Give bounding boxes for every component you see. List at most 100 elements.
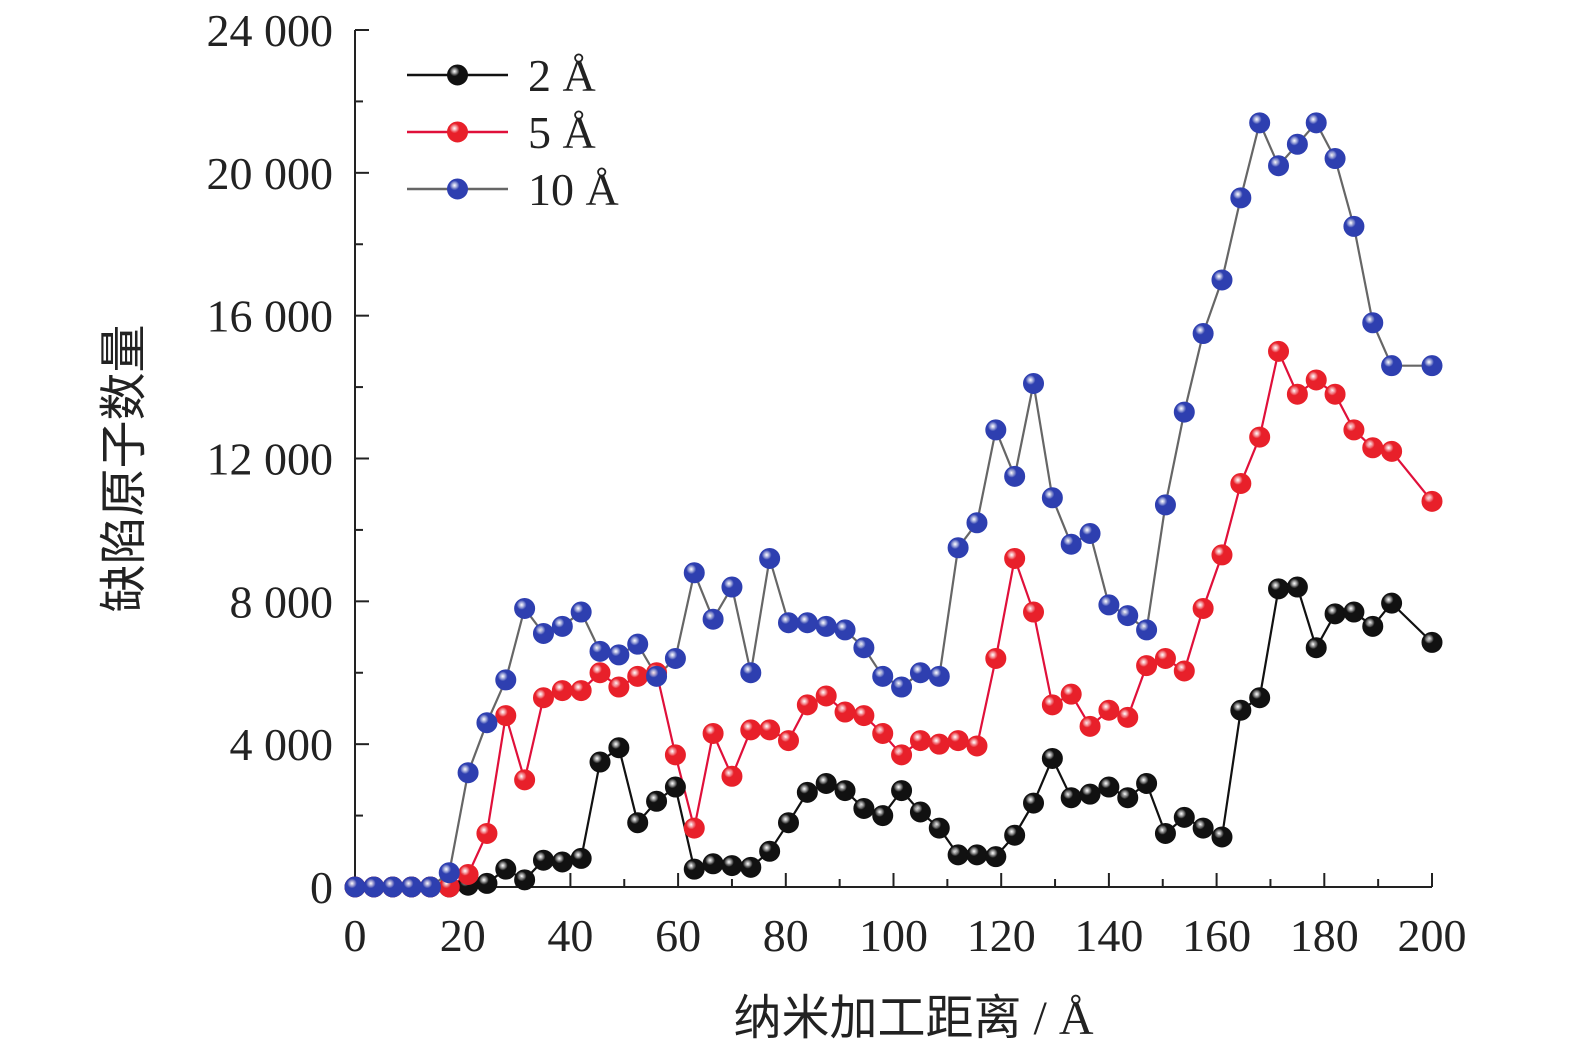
legend-label: 5 Å xyxy=(528,107,596,158)
data-point xyxy=(608,676,630,698)
legend: 2 Å 5 Å 10 Å xyxy=(407,50,619,215)
data-point xyxy=(1041,694,1063,716)
data-point xyxy=(966,735,988,757)
data-point xyxy=(1023,792,1045,814)
data-point xyxy=(363,876,385,898)
x-tick-label: 160 xyxy=(1182,910,1251,961)
data-point xyxy=(1079,522,1101,544)
data-point xyxy=(1230,699,1252,721)
data-point xyxy=(627,665,649,687)
legend-marker xyxy=(447,64,468,86)
data-point xyxy=(1230,472,1252,494)
data-point xyxy=(514,597,536,619)
series-points xyxy=(344,112,1443,898)
data-point xyxy=(1211,544,1233,566)
data-point xyxy=(947,537,969,559)
data-point xyxy=(702,853,724,875)
x-tick-label: 60 xyxy=(655,910,701,961)
data-point xyxy=(872,805,894,827)
data-point xyxy=(759,840,781,862)
data-point xyxy=(721,855,743,877)
data-point xyxy=(796,694,818,716)
data-point xyxy=(1173,806,1195,828)
data-point xyxy=(834,780,856,802)
data-point xyxy=(1173,660,1195,682)
data-point xyxy=(476,822,498,844)
data-point xyxy=(1249,687,1271,709)
data-point xyxy=(608,644,630,666)
data-point xyxy=(759,547,781,569)
y-tick-label: 8 000 xyxy=(230,576,334,627)
data-point xyxy=(1098,594,1120,616)
data-point xyxy=(1362,615,1384,637)
data-point xyxy=(1305,637,1327,659)
data-point xyxy=(1023,601,1045,623)
data-point xyxy=(1381,355,1403,377)
data-point xyxy=(1060,533,1082,555)
data-point xyxy=(740,662,762,684)
data-point xyxy=(457,864,479,886)
data-point xyxy=(853,637,875,659)
data-point xyxy=(759,719,781,741)
data-point xyxy=(834,701,856,723)
data-point xyxy=(721,576,743,598)
data-point xyxy=(551,851,573,873)
y-tick-label: 20 000 xyxy=(207,148,334,199)
data-point xyxy=(1286,133,1308,155)
data-point xyxy=(1286,383,1308,405)
data-point xyxy=(966,512,988,534)
data-point xyxy=(985,419,1007,441)
data-point xyxy=(1362,437,1384,459)
data-point xyxy=(514,769,536,791)
data-point xyxy=(1324,383,1346,405)
data-point xyxy=(796,781,818,803)
data-point xyxy=(947,844,969,866)
data-point xyxy=(1211,826,1233,848)
data-point xyxy=(891,780,913,802)
data-point xyxy=(570,847,592,869)
data-point xyxy=(1381,592,1403,614)
data-point xyxy=(514,869,536,891)
data-point xyxy=(1249,112,1271,134)
data-point xyxy=(1192,817,1214,839)
data-point xyxy=(1060,787,1082,809)
data-point xyxy=(1343,215,1365,237)
data-point xyxy=(532,849,554,871)
data-point xyxy=(853,797,875,819)
legend-marker xyxy=(447,121,468,143)
data-point xyxy=(1305,369,1327,391)
data-point xyxy=(1079,783,1101,805)
data-point xyxy=(1154,822,1176,844)
data-point xyxy=(664,744,686,766)
x-tick-label: 0 xyxy=(344,910,367,961)
data-point xyxy=(1060,683,1082,705)
data-point xyxy=(683,817,705,839)
data-point xyxy=(1268,155,1290,177)
data-point xyxy=(344,876,366,898)
data-point xyxy=(495,669,517,691)
y-tick-label: 12 000 xyxy=(207,434,334,485)
data-point xyxy=(1249,426,1271,448)
data-point xyxy=(853,705,875,727)
legend-label: 10 Å xyxy=(528,164,619,215)
data-point xyxy=(608,737,630,759)
data-point xyxy=(532,622,554,644)
data-point xyxy=(1041,747,1063,769)
data-point xyxy=(1421,631,1443,653)
data-point xyxy=(1381,440,1403,462)
data-point xyxy=(909,662,931,684)
data-point xyxy=(532,687,554,709)
data-point xyxy=(815,772,837,794)
data-point xyxy=(1136,655,1158,677)
data-point xyxy=(1324,148,1346,170)
data-point xyxy=(815,685,837,707)
y-axis-title: 缺陷原子数量 xyxy=(98,324,151,612)
data-point xyxy=(702,722,724,744)
data-point xyxy=(664,647,686,669)
data-point xyxy=(928,665,950,687)
data-point xyxy=(627,812,649,834)
x-tick-label: 200 xyxy=(1398,910,1467,961)
x-tick-label: 180 xyxy=(1290,910,1359,961)
data-point xyxy=(777,812,799,834)
